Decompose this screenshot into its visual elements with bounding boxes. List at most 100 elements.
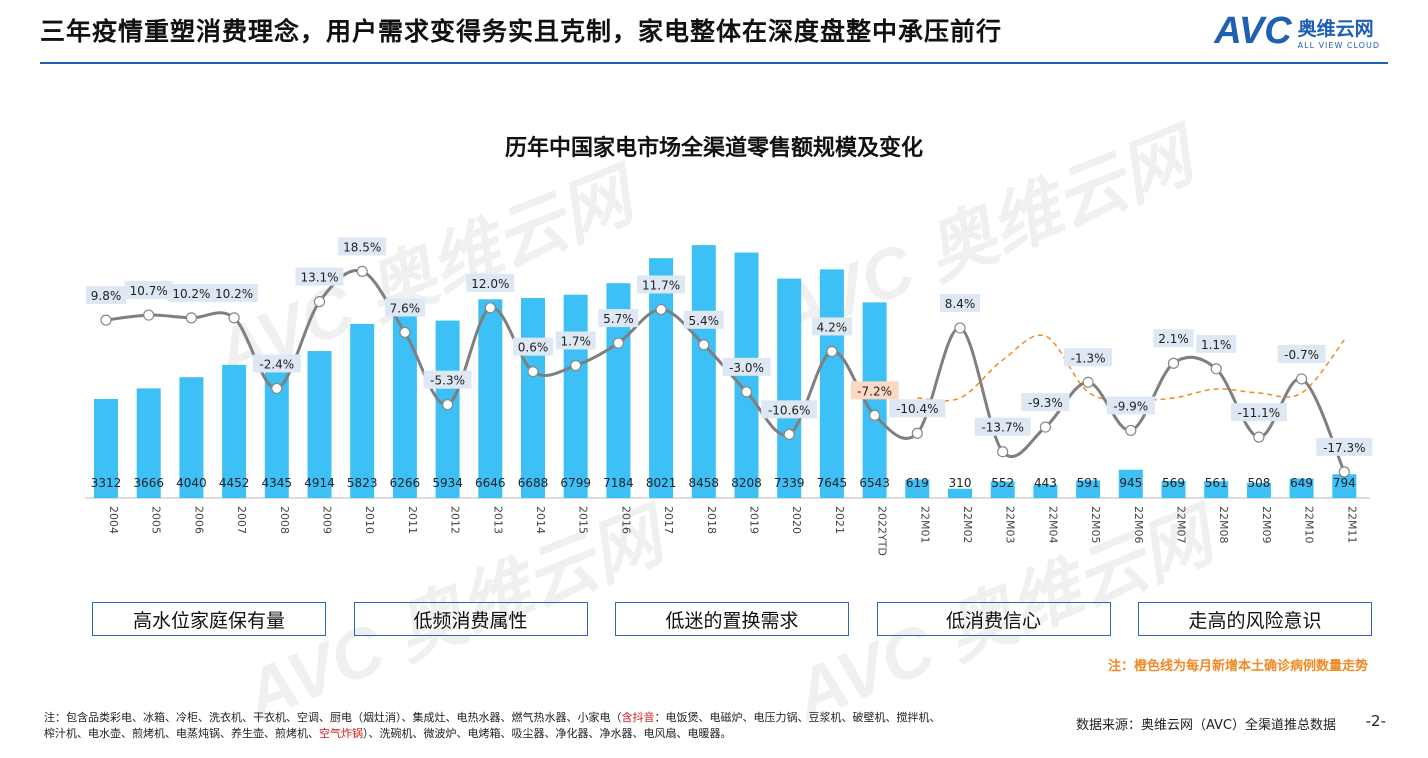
bar <box>1161 480 1186 498</box>
growth-label: 11.7% <box>642 278 680 292</box>
bar <box>478 299 503 498</box>
bar-value-label: 7339 <box>774 476 805 490</box>
growth-label-bg <box>722 357 771 376</box>
growth-label-bg <box>1153 329 1194 348</box>
x-tick-label: 22M02 <box>961 506 974 544</box>
bar <box>862 302 887 498</box>
x-tick-label: 2016 <box>619 506 632 534</box>
bar <box>948 488 972 498</box>
growth-label-bg <box>1277 344 1326 363</box>
growth-label-bg <box>940 293 980 312</box>
growth-point <box>442 399 454 411</box>
growth-label-bg <box>683 310 724 329</box>
growth-point <box>570 359 582 372</box>
x-tick-label: 22M10 <box>1303 506 1316 544</box>
x-tick-label: 22M09 <box>1260 506 1273 544</box>
growth-label-bg <box>86 286 126 305</box>
growth-label: -11.1% <box>1238 406 1280 420</box>
x-tick-label: 2015 <box>577 506 590 534</box>
growth-point <box>868 409 881 421</box>
bar-value-label: 4345 <box>262 476 293 490</box>
chart: 3312 2004 3666 2005 4040 2006 4452 2007 4345 2008… <box>85 237 1373 556</box>
growth-label: 1.7% <box>560 334 591 348</box>
growth-point <box>356 265 368 277</box>
bar-value-label: 561 <box>1205 476 1228 490</box>
x-tick-label: 2018 <box>705 506 718 534</box>
growth-label-bg <box>210 283 259 302</box>
bar-value-label: 569 <box>1162 476 1185 490</box>
growth-label: 4.2% <box>817 320 848 334</box>
x-tick-label: 2019 <box>748 506 761 534</box>
growth-label: -13.7% <box>981 421 1023 435</box>
factor-box: 高水位家庭保有量 <box>92 602 326 636</box>
x-tick-label: 22M08 <box>1217 506 1230 544</box>
bar-value-label: 5823 <box>347 476 378 490</box>
factor-boxes: 高水位家庭保有量 低频消费属性 低迷的置换需求 低消费信心 走高的风险意识 <box>92 602 1372 636</box>
factor-box: 低迷的置换需求 <box>615 602 849 636</box>
growth-label-bg <box>974 417 1031 436</box>
x-tick-label: 2011 <box>406 506 419 534</box>
x-tick-label: 22M07 <box>1175 506 1188 544</box>
growth-label: 5.7% <box>603 312 634 326</box>
header-divider <box>40 62 1388 64</box>
x-tick-label: 2009 <box>321 506 334 534</box>
bar <box>905 479 930 498</box>
orange-line-note: 注：橙色线为每月新增本土确诊病例数量走势 <box>1107 659 1368 674</box>
bar-value-label: 6799 <box>560 476 591 490</box>
bar-value-label: 591 <box>1077 476 1100 490</box>
bar <box>521 298 545 498</box>
growth-label-bg <box>252 354 301 373</box>
growth-label-bg <box>1316 437 1373 456</box>
x-tick-label: 22M04 <box>1046 506 1059 544</box>
growth-label-bg <box>1230 403 1287 422</box>
growth-label: -17.3% <box>1323 441 1365 455</box>
bar-value-label: 794 <box>1333 476 1356 490</box>
x-tick-label: 2022YTD <box>876 506 889 556</box>
footnote-text: ）、洗碗机、微波炉、电烤箱、吸尘器、净化器、净水器、电风扇、电暖器。 <box>363 727 732 740</box>
bar-value-label: 7645 <box>817 476 848 490</box>
bar <box>350 323 375 498</box>
bar-value-label: 619 <box>906 476 929 490</box>
growth-label: 7.6% <box>390 301 421 315</box>
growth-label: -7.2% <box>857 384 892 398</box>
growth-label: -0.7% <box>1284 348 1319 362</box>
growth-label-bg <box>124 281 173 300</box>
growth-label-bg <box>513 337 553 356</box>
growth-label: -10.4% <box>896 402 938 416</box>
footnote-text: 注：包含品类彩电、冰箱、冷柜、洗衣机、干衣机、空调、厨电（烟灶消）、集成灶、电热… <box>44 711 622 724</box>
growth-point <box>1125 424 1137 437</box>
growth-label-bg <box>889 399 946 418</box>
growth-label: -9.9% <box>1113 399 1148 413</box>
growth-point <box>399 326 411 339</box>
growth-point <box>1210 363 1222 375</box>
growth-label-bg <box>811 317 852 336</box>
growth-label-bg <box>384 298 425 317</box>
bar <box>307 351 332 498</box>
bar <box>1033 484 1058 498</box>
growth-label: 0.6% <box>518 341 549 355</box>
bar <box>94 398 118 498</box>
growth-point <box>783 428 795 440</box>
bar <box>179 377 204 498</box>
footnote: 注：包含品类彩电、冰箱、冷柜、洗衣机、干衣机、空调、厨电（烟灶消）、集成灶、电热… <box>44 710 944 742</box>
bar <box>1289 478 1314 498</box>
growth-label-bg <box>1021 393 1070 412</box>
growth-point <box>1253 431 1265 443</box>
x-tick-label: 2021 <box>833 506 846 534</box>
growth-label-bg <box>555 331 596 350</box>
growth-point <box>527 366 539 378</box>
x-tick-label: 22M03 <box>1004 506 1017 543</box>
growth-point <box>1167 357 1180 369</box>
growth-label: 1.1% <box>1201 338 1232 352</box>
growth-point <box>1295 373 1308 385</box>
growth-label-bg <box>761 400 818 419</box>
growth-label: 5.4% <box>689 314 720 328</box>
growth-label: -10.6% <box>768 403 810 417</box>
x-tick-label: 2010 <box>363 506 376 534</box>
x-tick-label: 2006 <box>192 506 205 534</box>
growth-point <box>185 312 197 324</box>
factor-box: 低频消费属性 <box>353 602 588 636</box>
growth-label-bg <box>1064 348 1113 367</box>
bar-value-label: 552 <box>991 476 1014 490</box>
growth-label-bg <box>598 309 639 328</box>
